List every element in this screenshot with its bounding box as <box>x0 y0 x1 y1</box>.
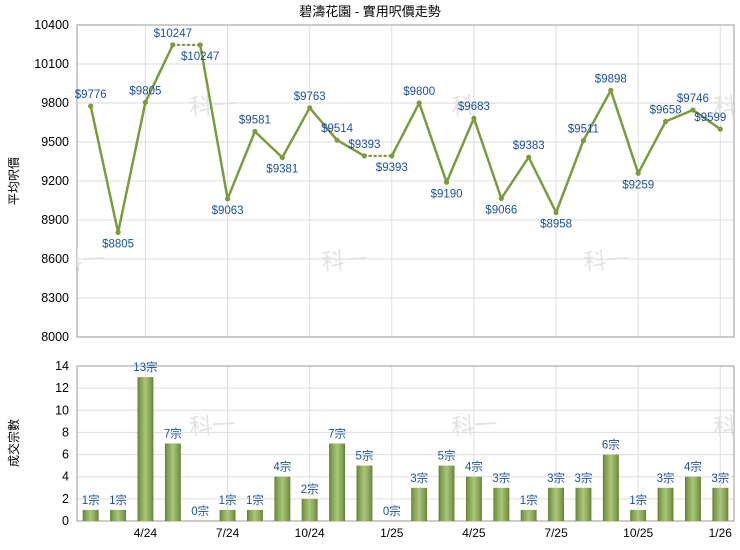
svg-text:$9393: $9393 <box>348 139 380 151</box>
svg-text:10100: 10100 <box>34 57 69 71</box>
svg-text:8300: 8300 <box>41 291 69 305</box>
svg-text:4/25: 4/25 <box>462 526 486 540</box>
svg-text:3宗: 3宗 <box>574 471 592 485</box>
svg-text:$9511: $9511 <box>568 124 599 136</box>
svg-text:9200: 9200 <box>41 174 69 188</box>
svg-text:0: 0 <box>62 514 69 528</box>
svg-text:碧濤花園 - 實用呎價走勢: 碧濤花園 - 實用呎價走勢 <box>299 4 441 19</box>
svg-text:3宗: 3宗 <box>711 471 729 485</box>
svg-text:4: 4 <box>62 470 69 484</box>
svg-text:$10247: $10247 <box>181 51 219 63</box>
svg-text:0宗: 0宗 <box>191 504 209 518</box>
svg-text:6: 6 <box>62 448 69 462</box>
svg-text:4宗: 4宗 <box>465 460 483 474</box>
svg-text:8600: 8600 <box>41 252 69 266</box>
svg-text:3宗: 3宗 <box>410 471 428 485</box>
svg-text:10/25: 10/25 <box>623 526 653 540</box>
svg-text:$10247: $10247 <box>154 28 192 40</box>
svg-text:4宗: 4宗 <box>273 460 291 474</box>
svg-text:$8958: $8958 <box>540 219 572 231</box>
svg-text:5宗: 5宗 <box>355 449 373 463</box>
svg-text:14: 14 <box>55 359 69 373</box>
svg-text:5宗: 5宗 <box>438 449 456 463</box>
svg-text:1/25: 1/25 <box>380 526 404 540</box>
svg-text:3宗: 3宗 <box>492 471 510 485</box>
svg-text:$9763: $9763 <box>294 91 326 103</box>
svg-text:$9683: $9683 <box>458 101 490 113</box>
svg-text:$9063: $9063 <box>212 205 244 217</box>
svg-text:$9599: $9599 <box>694 112 726 124</box>
svg-text:0宗: 0宗 <box>383 504 401 518</box>
svg-text:$9259: $9259 <box>622 179 654 191</box>
svg-text:平均呎價: 平均呎價 <box>7 157 21 205</box>
svg-text:$9514: $9514 <box>321 123 354 135</box>
svg-text:$9383: $9383 <box>513 140 545 152</box>
svg-text:4/24: 4/24 <box>134 526 158 540</box>
svg-text:3宗: 3宗 <box>657 471 675 485</box>
svg-text:$9381: $9381 <box>266 164 298 176</box>
svg-text:9800: 9800 <box>41 96 69 110</box>
svg-text:$9581: $9581 <box>239 115 271 127</box>
svg-text:成交宗數: 成交宗數 <box>6 419 21 467</box>
svg-text:1/26: 1/26 <box>709 526 733 540</box>
svg-text:$9800: $9800 <box>403 86 435 98</box>
svg-text:12: 12 <box>55 381 69 395</box>
svg-text:6宗: 6宗 <box>602 438 620 452</box>
svg-text:7/24: 7/24 <box>216 526 240 540</box>
svg-text:7宗: 7宗 <box>328 427 346 441</box>
svg-text:1宗: 1宗 <box>82 493 100 507</box>
svg-text:2: 2 <box>62 492 69 506</box>
svg-text:1宗: 1宗 <box>109 493 127 507</box>
svg-text:$9190: $9190 <box>431 188 463 200</box>
svg-text:$9805: $9805 <box>129 85 161 97</box>
svg-text:1宗: 1宗 <box>219 493 237 507</box>
svg-text:8900: 8900 <box>41 213 69 227</box>
svg-text:1宗: 1宗 <box>520 493 538 507</box>
svg-text:8: 8 <box>62 425 69 439</box>
svg-text:9500: 9500 <box>41 135 69 149</box>
svg-text:2宗: 2宗 <box>301 482 319 496</box>
svg-text:7宗: 7宗 <box>164 427 182 441</box>
svg-text:4宗: 4宗 <box>684 460 702 474</box>
svg-text:10/24: 10/24 <box>295 526 325 540</box>
svg-text:$9393: $9393 <box>376 162 408 174</box>
svg-text:$9776: $9776 <box>75 89 107 101</box>
svg-text:$9746: $9746 <box>677 93 709 105</box>
svg-text:1宗: 1宗 <box>246 493 264 507</box>
svg-text:7/25: 7/25 <box>544 526 568 540</box>
svg-text:$9658: $9658 <box>650 105 682 117</box>
svg-text:10: 10 <box>55 403 69 417</box>
svg-text:10400: 10400 <box>34 18 69 32</box>
svg-text:8000: 8000 <box>41 330 69 344</box>
svg-text:1宗: 1宗 <box>629 493 647 507</box>
svg-text:$8805: $8805 <box>102 238 134 250</box>
svg-text:$9066: $9066 <box>485 204 517 216</box>
svg-text:$9898: $9898 <box>595 73 627 85</box>
svg-text:3宗: 3宗 <box>547 471 565 485</box>
svg-text:13宗: 13宗 <box>133 360 157 374</box>
